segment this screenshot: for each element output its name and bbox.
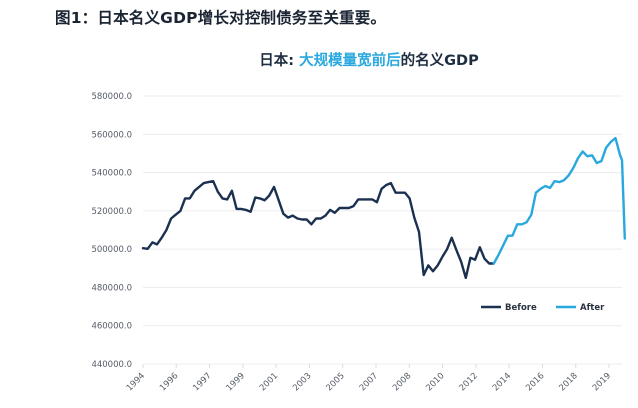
y-axis: 440000.0 460000.0 480000.0 500000.0 520000.0… bbox=[91, 92, 132, 370]
x-tick-label: 2016 bbox=[524, 371, 546, 393]
y-tick-label: 480000.0 bbox=[91, 283, 132, 293]
y-tick-label: 440000.0 bbox=[91, 360, 132, 370]
legend-item-after: After bbox=[556, 303, 605, 313]
x-tick-label: 1997 bbox=[191, 371, 213, 393]
y-tick-label: 500000.0 bbox=[91, 245, 132, 255]
x-tick-label: 2014 bbox=[491, 371, 513, 393]
legend-label: Before bbox=[505, 303, 537, 313]
chart-title-part-3: 的名义GDP bbox=[400, 53, 479, 69]
y-tick-label: 540000.0 bbox=[91, 169, 132, 179]
x-tick-label: 2005 bbox=[324, 371, 346, 393]
x-tick-label: 2008 bbox=[391, 371, 413, 393]
chart-title-highlight: 大规模量宽前后 bbox=[299, 53, 401, 69]
x-tick-label: 2003 bbox=[291, 371, 313, 393]
x-tick-label: 2018 bbox=[557, 371, 579, 393]
x-tick-label: 2019 bbox=[591, 371, 613, 393]
legend: Before After bbox=[481, 303, 605, 313]
grid-lines bbox=[143, 95, 622, 365]
chart-title-part-1: 日本: bbox=[259, 53, 300, 69]
y-tick-label: 460000.0 bbox=[91, 322, 132, 332]
figure-title: 图1：日本名义GDP增长对控制债务至关重要。 bbox=[55, 9, 387, 27]
x-tick-label: 1996 bbox=[158, 371, 180, 393]
y-tick-label: 580000.0 bbox=[91, 92, 132, 102]
series-line-before bbox=[141, 179, 495, 280]
y-tick-label: 560000.0 bbox=[91, 130, 132, 140]
x-tick-label: 2010 bbox=[424, 371, 446, 393]
x-tick-label: 1994 bbox=[125, 371, 147, 393]
x-tick-label: 2001 bbox=[258, 371, 280, 393]
series-lines bbox=[141, 136, 626, 280]
chart-title: 日本: 大规模量宽前后的名义GDP bbox=[0, 49, 638, 70]
series-line-after bbox=[492, 136, 622, 265]
legend-item-before: Before bbox=[481, 303, 537, 313]
y-tick-label: 520000.0 bbox=[91, 207, 132, 217]
x-tick-label: 2007 bbox=[358, 371, 380, 393]
x-axis: 1994 1996 1997 1999 2001 2003 2005 2007 2008 2010… bbox=[125, 364, 613, 393]
legend-label: After bbox=[580, 303, 605, 313]
series-line-after-tail bbox=[618, 154, 626, 240]
x-tick-label: 2012 bbox=[458, 371, 480, 393]
x-tick-label: 1999 bbox=[225, 371, 247, 393]
